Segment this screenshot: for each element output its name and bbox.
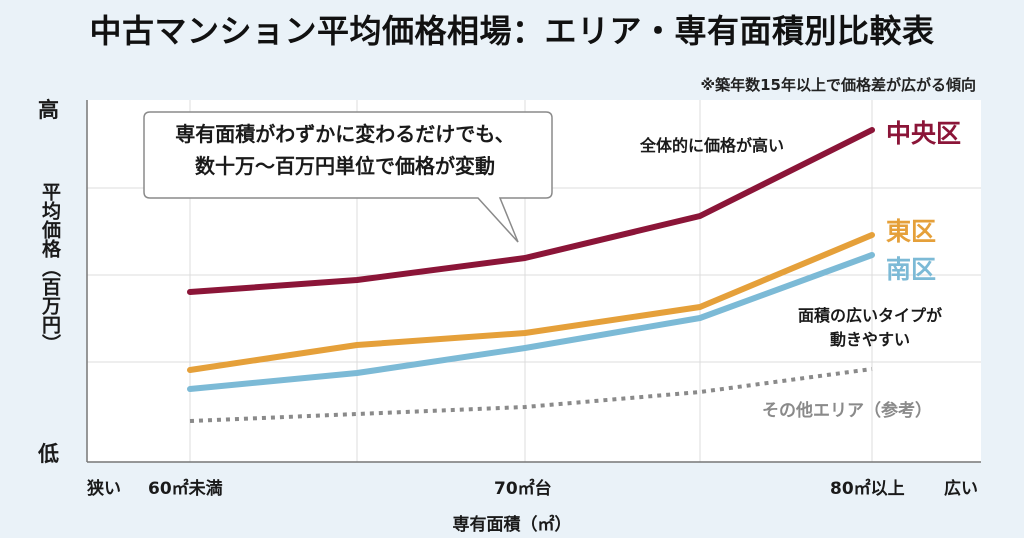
annotation-high-price: 全体的に価格が高い (640, 136, 785, 155)
x-tick-60: 60㎡未満 (148, 479, 223, 499)
series-higashi-line (187, 232, 875, 373)
series-other-line (189, 367, 873, 423)
y-axis-low-label: 低 (38, 442, 59, 466)
x-axis-narrow-label: 狭い (87, 479, 121, 499)
legend-other: その他エリア（参考） (762, 401, 932, 421)
x-tick-70: 70㎡台 (494, 479, 552, 499)
annotation-wide-type-line-1: 面積の広いタイプが (797, 306, 942, 325)
legend-minami: 南区 (886, 255, 937, 284)
chart-note: ※築年数15年以上で価格差が広がる傾向 (700, 76, 976, 94)
x-axis-title: 専有面積（㎡） (452, 515, 572, 535)
x-tick-80: 80㎡以上 (830, 479, 905, 499)
callout-text: 専有面積がわずかに変わるだけでも、 数十万〜百万円単位で価格が変動 (140, 118, 550, 182)
x-axis-wide-label: 広い (944, 479, 978, 499)
callout-bubble (143, 111, 553, 243)
y-axis-title: 平均価格（百万円） (39, 182, 61, 353)
y-axis-high-label: 高 (38, 98, 59, 122)
annotation-wide-type-line-2: 動きやすい (829, 330, 910, 349)
annotation-wide-type: 面積の広いタイプが 動きやすい (760, 304, 980, 352)
legend-higashi: 東区 (886, 217, 937, 246)
series-minami-line (187, 252, 875, 392)
chart-title: 中古マンション平均価格相場：エリア・専有面積別比較表 (89, 12, 935, 50)
callout-line-1: 専有面積がわずかに変わるだけでも、 (175, 122, 515, 146)
callout-line-2: 数十万〜百万円単位で価格が変動 (195, 154, 495, 178)
legend-chuo: 中央区 (886, 119, 962, 148)
series-chuo-line (187, 127, 875, 295)
